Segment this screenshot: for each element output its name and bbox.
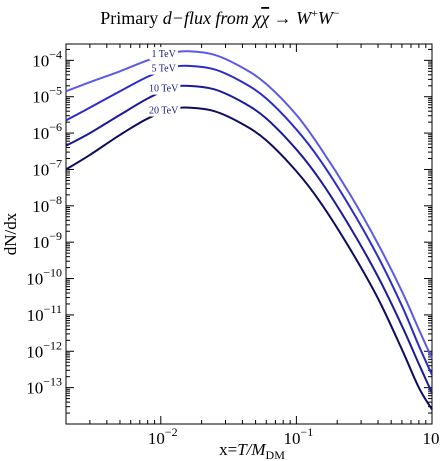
- y-tick-label: 10−7: [32, 156, 62, 179]
- title-particle: d: [163, 8, 173, 28]
- y-tick-exponent: −8: [49, 193, 62, 207]
- title-w-plus: +: [311, 6, 318, 20]
- x-tick-label: 10−1: [284, 425, 314, 448]
- chart-title: Primary d−flux from χχ → W+W−: [100, 6, 340, 28]
- x-axis-label-sub: DM: [266, 448, 286, 461]
- y-tick-base: 10: [32, 51, 49, 70]
- y-tick-label: 10−9: [32, 229, 62, 252]
- series-label: 5 TeV: [151, 64, 176, 75]
- title-w: W: [318, 8, 335, 28]
- x-axis-label: x=T/MDM: [219, 440, 285, 461]
- y-tick-exponent: −4: [49, 47, 62, 61]
- y-tick-base: 10: [26, 379, 43, 398]
- y-tick-exponent: −7: [49, 156, 62, 170]
- y-tick-base: 10: [32, 233, 49, 252]
- y-tick-exponent: −11: [44, 302, 62, 316]
- series-label-bg: [149, 47, 178, 61]
- x-tick-label: 10−2: [148, 425, 178, 448]
- y-tick-base: 10: [27, 306, 44, 325]
- series-label: 1 TeV: [151, 49, 176, 60]
- y-axis-label: dN/dx: [1, 212, 20, 255]
- x-tick-exponent: −1: [301, 425, 314, 439]
- series-label-bg: [147, 81, 181, 95]
- title-chi-bar: χ: [259, 8, 270, 28]
- title-arrow: → W: [269, 8, 313, 28]
- x-tick-base: 10: [148, 429, 165, 448]
- x-tick-base: 10: [423, 429, 440, 448]
- title-prefix: Primary: [100, 8, 163, 28]
- x-tick-exponent: −2: [165, 425, 178, 439]
- y-tick-label: 10−4: [32, 47, 62, 70]
- y-tick-label: 10−10: [26, 266, 62, 289]
- y-tick-base: 10: [26, 342, 43, 361]
- x-axis-label-var: T/M: [237, 440, 266, 459]
- y-tick-exponent: −13: [43, 375, 62, 389]
- series-label: 10 TeV: [149, 84, 179, 95]
- title-suffix: −flux from χ: [172, 8, 262, 28]
- title-w-minus: −: [333, 6, 340, 20]
- series-curves: [65, 50, 433, 410]
- y-tick-label: 10−5: [32, 84, 62, 107]
- y-tick-base: 10: [32, 124, 49, 143]
- series-line: [65, 64, 433, 376]
- series-labels: 1 TeV 5 TeV 10 TeV 20 TeV: [147, 47, 181, 117]
- y-tick-exponent: −10: [43, 266, 62, 280]
- series-label: 20 TeV: [149, 105, 179, 116]
- y-tick-label: 10−11: [27, 302, 62, 325]
- y-tick-label: 10−6: [32, 120, 62, 143]
- y-tick-label: 10−12: [26, 338, 62, 361]
- y-tick-label: 10−13: [26, 375, 62, 398]
- y-tick-label: 10−8: [32, 193, 62, 216]
- series-line: [65, 84, 433, 394]
- series-line: [65, 106, 433, 410]
- x-tick-label: 100: [423, 425, 440, 448]
- series-label-bg: [147, 103, 181, 117]
- y-tick-exponent: −6: [49, 120, 62, 134]
- plot-frame: [65, 43, 433, 425]
- y-tick-exponent: −9: [49, 229, 62, 243]
- y-tick-base: 10: [32, 88, 49, 107]
- y-tick-exponent: −12: [43, 338, 62, 352]
- y-tick-base: 10: [32, 197, 49, 216]
- y-tick-base: 10: [26, 270, 43, 289]
- y-tick-base: 10: [32, 160, 49, 179]
- x-tick-base: 10: [284, 429, 301, 448]
- x-axis-label-main: x=: [219, 440, 237, 459]
- y-tick-exponent: −5: [49, 84, 62, 98]
- series-label-bg: [149, 61, 178, 75]
- series-line: [65, 50, 433, 359]
- axis-ticks: 10−210−110010−1310−1210−1110−1010−910−81…: [26, 44, 440, 448]
